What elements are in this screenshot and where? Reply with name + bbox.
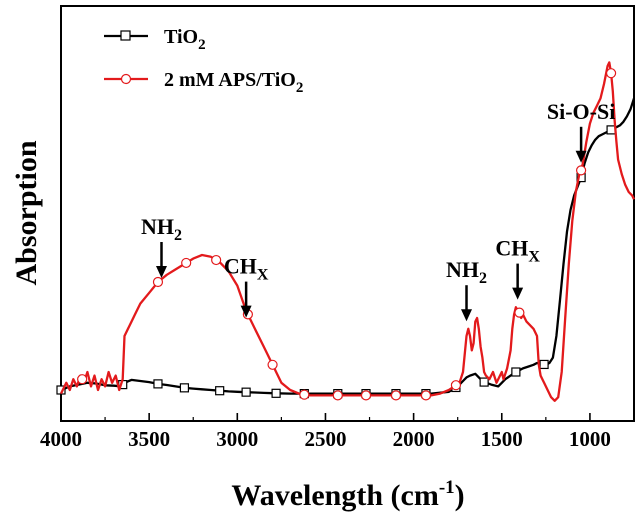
data-point [605, 68, 617, 79]
plot-frame [60, 5, 635, 422]
data-point [56, 385, 66, 395]
data-point [153, 379, 163, 389]
data-point [77, 374, 88, 385]
series-line-0 [60, 98, 635, 395]
data-point [450, 380, 462, 391]
y-axis-title: Absorption [10, 140, 43, 285]
legend-label-tio2: TiO2 [164, 26, 206, 53]
data-point [332, 390, 343, 401]
x-tick-label-2000: 2000 [393, 427, 435, 451]
series-0 [56, 98, 635, 399]
annotation-label: Si-O-Si [547, 99, 615, 124]
annotation-arrow-head [512, 287, 524, 300]
annotation-label: NH2 [141, 214, 182, 244]
series-1 [59, 61, 635, 402]
x-axis-ticks: 4000 3500 3000 2500 2000 1500 1000 [40, 413, 611, 451]
annotation-arrow-head [575, 150, 587, 163]
annotation-4: Si-O-Si [547, 99, 615, 163]
annotation-2: NH2 [446, 257, 487, 322]
annotation-arrow-head [155, 266, 167, 278]
annotation-0: NH2 [141, 214, 182, 278]
x-axis-title: Wavelength (cm-1) [231, 477, 464, 512]
x-tick-label-3000: 3000 [216, 427, 258, 451]
annotation-3: CHX [495, 236, 540, 300]
x-tick-label-1000: 1000 [569, 427, 611, 451]
data-point [539, 359, 549, 370]
data-point [211, 254, 222, 266]
annotation-layer: NH2 CHX NH2 CHX Si-O-Si [141, 99, 615, 322]
data-point [181, 257, 192, 269]
series-layer [56, 61, 635, 402]
annotation-arrow-head [240, 305, 252, 318]
data-point [152, 276, 164, 288]
x-tick-label-2500: 2500 [304, 427, 346, 451]
x-tick-label-4000: 4000 [40, 427, 82, 451]
annotation-label: NH2 [446, 257, 487, 287]
annotation-label: CHX [224, 254, 269, 284]
data-point [267, 359, 278, 370]
data-point [241, 387, 251, 397]
legend-label-aps: 2 mM APS/TiO2 [164, 69, 303, 96]
data-point [420, 390, 432, 401]
x-tick-label-1500: 1500 [481, 427, 523, 451]
data-point [360, 390, 372, 401]
legend-marker-aps [120, 73, 132, 85]
annotation-label: CHX [495, 236, 540, 266]
data-point [390, 390, 402, 401]
legend: TiO2 2 mM APS/TiO2 [104, 26, 303, 96]
annotation-1: CHX [224, 254, 269, 318]
x-tick-label-3500: 3500 [128, 427, 170, 451]
data-point [479, 377, 489, 387]
legend-marker-tio2 [120, 30, 131, 41]
data-point [576, 165, 587, 176]
data-point [179, 383, 190, 393]
data-point [271, 388, 281, 398]
data-point [514, 307, 525, 318]
data-point [606, 125, 616, 135]
annotation-arrow-head [461, 309, 473, 322]
data-point [215, 386, 225, 396]
data-point [299, 389, 310, 400]
data-point [511, 367, 521, 377]
